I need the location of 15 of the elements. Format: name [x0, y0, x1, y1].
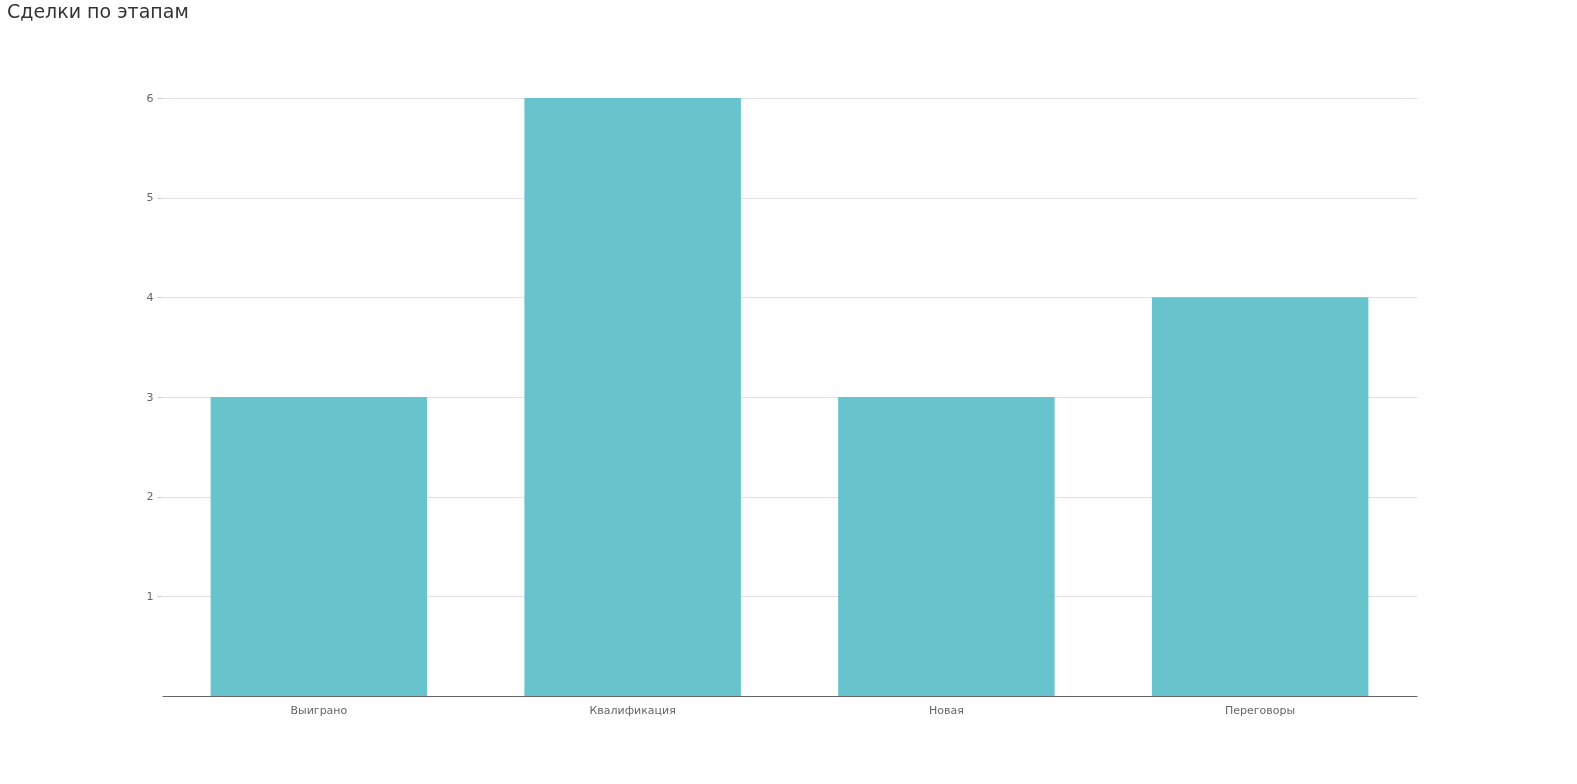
- x-tick-label: Квалификация: [589, 703, 676, 717]
- x-tick-label: Новая: [928, 703, 964, 717]
- y-tick-label: 4: [146, 290, 154, 304]
- y-tick-label: 1: [146, 589, 154, 603]
- bar: [524, 98, 741, 696]
- x-tick-label: Выиграно: [290, 703, 348, 717]
- y-tick-label: 3: [146, 390, 154, 404]
- bar: [1151, 297, 1369, 696]
- x-tick-label: Переговоры: [1225, 703, 1296, 717]
- y-tick-label: 6: [146, 91, 154, 105]
- chart-title: Сделки по этапам: [7, 0, 189, 22]
- y-tick-label: 2: [146, 490, 154, 504]
- bar: [210, 397, 428, 696]
- bar: [838, 397, 1055, 696]
- y-tick-label: 5: [146, 191, 154, 205]
